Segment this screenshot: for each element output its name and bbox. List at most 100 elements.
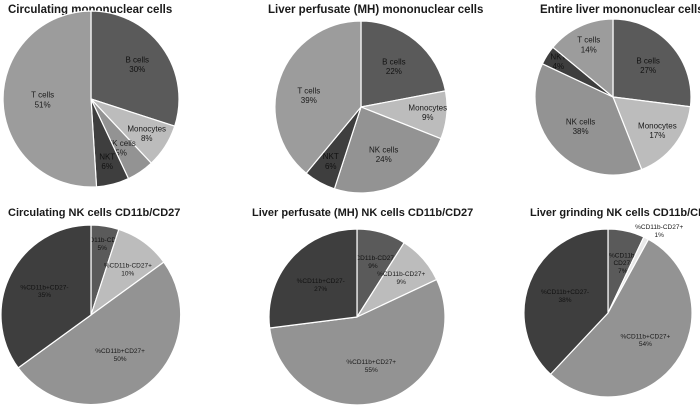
slice-label-line: 50% (114, 356, 127, 363)
slice-label-line: %CD11b- (609, 252, 637, 259)
slice-label-line: Monocytes (408, 104, 447, 113)
slice-label-pctnegcd11bposcd27pos: %CD11b+CD27+ 54% (621, 333, 671, 348)
slice-label-line: NK cells (566, 118, 595, 127)
pie-slice-t-cells (274, 20, 362, 175)
slice-label-line: 38% (573, 127, 589, 136)
slice-label-line: 55% (365, 367, 378, 374)
slice-label-line: 5% (115, 149, 127, 158)
slice-label-line: %CD11b-CD27+ (377, 271, 425, 278)
pie-chart-6: Liver grinding NK cells CD11b/CD27 %CD11b… (523, 207, 700, 398)
slice-label-line: 30% (129, 65, 145, 74)
slice-label-pctnegcd11bnegcd27neg: %CD11b-CD27-5% (79, 237, 125, 252)
slice-label-line: B cells (636, 56, 660, 65)
slice-label-line: 35% (38, 292, 51, 299)
slice-label-pctnegcd11bnegcd27pos: %CD11b-CD27+ 9% (377, 271, 425, 286)
slice-label-line: 24% (376, 155, 392, 164)
pie-slice-monocytes (612, 96, 692, 171)
pie-slice-pctnegcd11bposcd27neg (523, 228, 609, 376)
slice-label-line: 51% (35, 100, 51, 109)
chart-title: Liver perfusate (MH) mononuclear cells (268, 4, 483, 16)
slice-label-line: 7% (618, 268, 628, 275)
slice-label-line: NKT (550, 53, 566, 62)
pie-chart-2: Liver perfusate (MH) mononuclear cells B … (268, 4, 483, 194)
slice-label-line: NKT (99, 152, 115, 161)
slice-label-line: %CD11b-CD27+ (635, 224, 683, 231)
pie-slice-nk-cells (333, 106, 442, 194)
pie-slice-pctnegcd11bposcd27pos (269, 278, 446, 406)
pie-slice-pctnegcd11bposcd27pos (549, 238, 693, 398)
pie-slice-b-cells (90, 10, 180, 127)
slice-label-line: 6% (101, 162, 113, 171)
pie-slice-t-cells (2, 10, 98, 188)
slice-label-line: %CD11b+CD27+ (95, 348, 145, 355)
slice-label-line: 8% (141, 134, 153, 143)
pie-slice-nk-cells (534, 62, 643, 176)
slice-label-line: %CD11b+CD27- (297, 278, 345, 285)
slice-label-line: 39% (301, 96, 317, 105)
slice-label-line: 54% (639, 341, 652, 348)
slice-label-pctnegcd11bposcd27neg: %CD11b+CD27-27% (297, 278, 345, 293)
slice-label-line: 1% (654, 232, 664, 239)
slice-label-line: NK cells (369, 146, 398, 155)
chart-title: Entire liver mononuclear cells (540, 4, 700, 16)
slice-label-nkt: NKT 6% (323, 152, 339, 171)
chart-title: Liver grinding NK cells CD11b/CD27 (530, 207, 700, 219)
slice-label-line: 38% (559, 297, 572, 304)
slice-label-line: %CD11b-CD27+ (104, 262, 152, 269)
slice-label-pctnegcd11bposcd27neg: %CD11b+CD27-35% (20, 284, 68, 299)
slice-label-line: Monocytes (127, 125, 166, 134)
pie-chart-5: Liver perfusate (MH) NK cells CD11b/CD27… (252, 207, 473, 406)
slice-label-line: 5% (98, 245, 108, 252)
slice-label-monocytes: Monocytes 17% (638, 122, 677, 141)
chart-title: Circulating NK cells CD11b/CD27 (8, 207, 180, 219)
slice-label-t-cells: T cells 39% (297, 86, 320, 105)
slice-label-t-cells: T cells 14% (577, 36, 600, 55)
slice-label-line: 14% (581, 45, 597, 54)
slice-label-line: 9% (397, 279, 407, 286)
slice-label-line: NK cells (106, 139, 135, 148)
slice-label-b-cells: B cells 30% (125, 56, 149, 75)
slice-label-line: %CD11b+CD27+ (621, 333, 671, 340)
slice-label-b-cells: B cells 22% (382, 58, 406, 77)
slice-label-b-cells: B cells 27% (636, 56, 660, 75)
slice-label-line: %CD11b+CD27+ (346, 359, 396, 366)
pie-slice-t-cells (552, 18, 614, 99)
slice-label-pctnegcd11bnegcd27neg: %CD11b-CD27-7% (609, 252, 637, 275)
slice-label-line: 17% (649, 131, 665, 140)
slice-label-nkt: NKT 4% (550, 53, 566, 72)
slice-label-line: 22% (386, 67, 402, 76)
slice-label-nk-cells: NK cells 38% (566, 118, 595, 137)
slice-label-pctnegcd11bposcd27pos: %CD11b+CD27+ 55% (346, 359, 396, 374)
slice-label-t-cells: T cells 51% (31, 91, 54, 110)
slice-label-line: T cells (297, 86, 320, 95)
pie-chart-3: Entire liver mononuclear cells B cells 27%… (534, 4, 700, 176)
slice-label-line: 4% (553, 62, 565, 71)
pie-slice-pctnegcd11bposcd27neg (268, 228, 358, 329)
slice-label-pctnegcd11bposcd27pos: %CD11b+CD27+ 50% (95, 348, 145, 363)
slice-label-line: B cells (382, 58, 406, 67)
slice-label-line: NKT (323, 152, 339, 161)
pie-slice-pctnegcd11bposcd27pos (17, 261, 182, 406)
slice-label-pctnegcd11bnegcd27pos: %CD11b-CD27+ 1% (635, 224, 683, 239)
chart-title: Circulating mononuclear cells (8, 4, 172, 16)
pie-chart-4: Circulating NK cells CD11b/CD27 %CD11b-CD… (0, 207, 182, 406)
slice-label-line: T cells (577, 36, 600, 45)
slice-label-line: 10% (121, 270, 134, 277)
slice-label-line: %CD11b+CD27- (541, 289, 589, 296)
pie-slice-b-cells (612, 18, 692, 108)
slice-label-line: 27% (314, 286, 327, 293)
slice-label-nk-cells: NK cells 5% (106, 139, 135, 158)
chart-title: Liver perfusate (MH) NK cells CD11b/CD27 (252, 207, 473, 219)
slice-label-line: T cells (31, 91, 54, 100)
slice-label-line: %CD11b+CD27- (20, 284, 68, 291)
slice-label-monocytes: Monocytes 9% (408, 104, 447, 123)
slice-label-line: 9% (368, 263, 378, 270)
slice-label-monocytes: Monocytes 8% (127, 125, 166, 144)
slice-label-pctnegcd11bposcd27neg: %CD11b+CD27-38% (541, 289, 589, 304)
pie-slice-b-cells (360, 20, 447, 108)
slice-label-line: 27% (640, 66, 656, 75)
slice-label-line: 6% (325, 162, 337, 171)
slice-label-nk-cells: NK cells 24% (369, 146, 398, 165)
slice-label-line: Monocytes (638, 122, 677, 131)
